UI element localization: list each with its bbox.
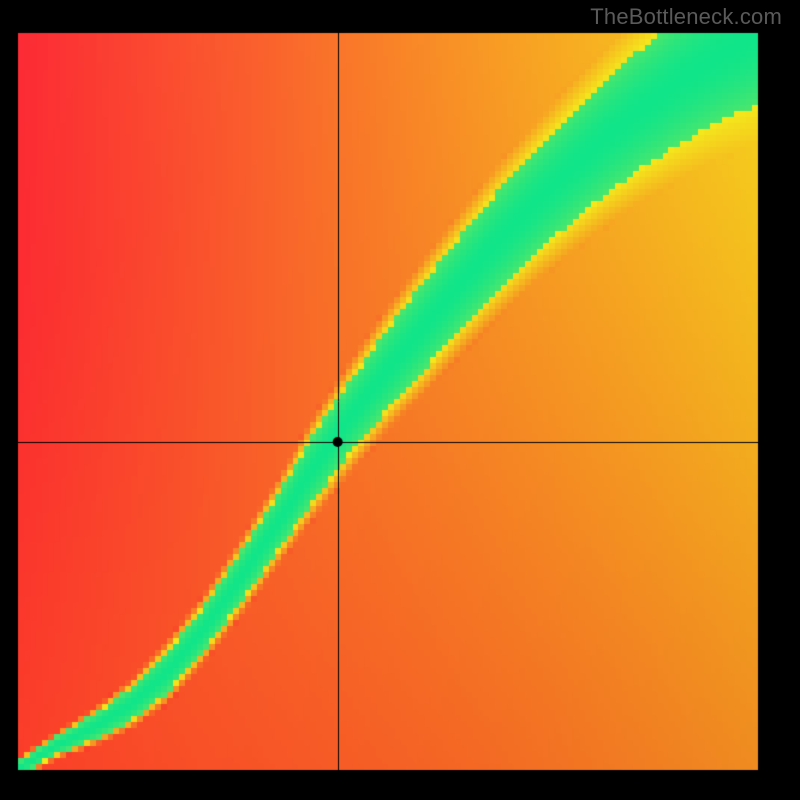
watermark-text: TheBottleneck.com (590, 4, 782, 30)
bottleneck-heatmap (0, 0, 800, 800)
chart-container: TheBottleneck.com (0, 0, 800, 800)
